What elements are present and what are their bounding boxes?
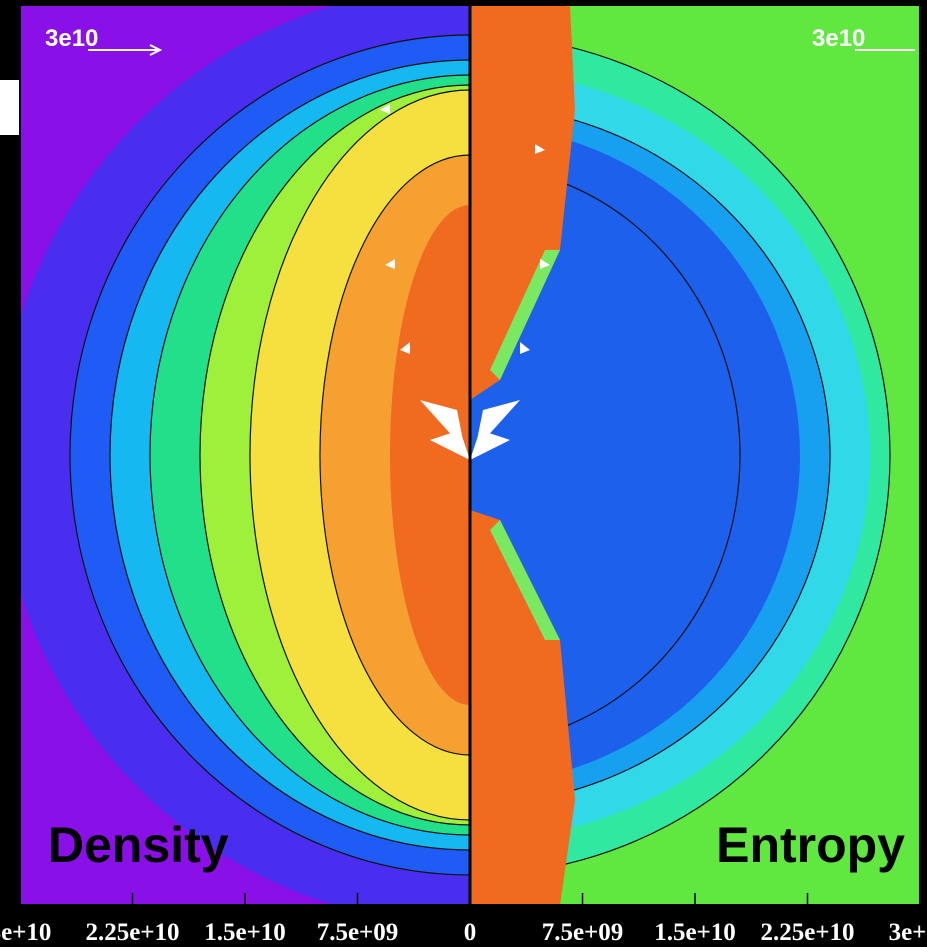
- scale-label: 3e10: [45, 25, 98, 52]
- edge-box: [0, 80, 22, 135]
- x-tick-label: 7.5e+09: [542, 919, 624, 946]
- scale-label: 3e10: [812, 25, 865, 52]
- x-tick-label: 0: [464, 919, 477, 946]
- panel-label: Entropy: [716, 817, 905, 873]
- figure: 3e10 3e10 Density Entropy 3e+10 2.25e+10 1…: [0, 0, 927, 947]
- x-tick-label: 7.5e+09: [317, 919, 399, 946]
- x-tick-label: 1.5e+10: [654, 919, 736, 946]
- x-tick-label: 3e+10: [889, 919, 927, 946]
- x-tick-label: 3e+10: [0, 919, 51, 946]
- panel-label: Density: [48, 817, 229, 873]
- x-tick-label: 2.25e+10: [760, 919, 854, 946]
- x-tick-label: 1.5e+10: [204, 919, 286, 946]
- x-tick-label: 2.25e+10: [85, 919, 179, 946]
